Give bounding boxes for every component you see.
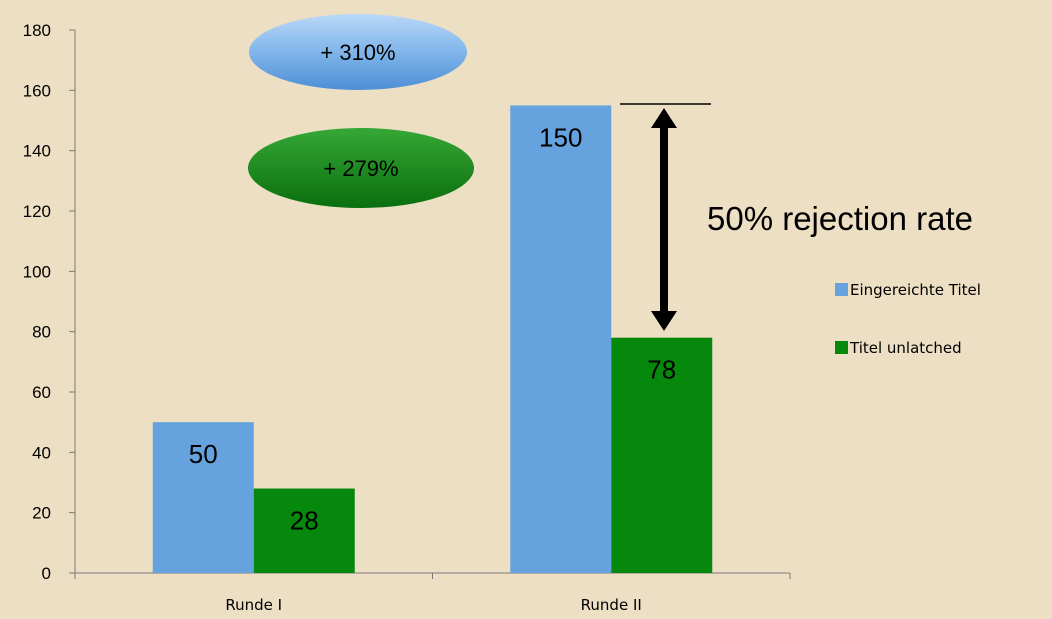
double-arrow-head-up (651, 108, 677, 128)
bar (152, 422, 254, 573)
growth-bubble-submitted (249, 14, 467, 90)
bar-value-label: 78 (647, 355, 676, 385)
x-axis: Runde I Runde II (74, 572, 791, 614)
growth-bubble-unlatched (248, 128, 474, 208)
rejection-rate-label: 50% rejection rate (707, 200, 973, 237)
y-axis: 0 20 40 60 80 100 120 140 160 180 (23, 21, 76, 583)
growth-bubbles: + 310% + 279% (248, 14, 474, 208)
x-category-label: Runde II (581, 596, 642, 614)
legend-swatch (835, 283, 848, 296)
bar (510, 105, 612, 574)
bars: 50 150 28 78 (152, 105, 713, 574)
y-tick-label: 180 (23, 21, 51, 40)
y-tick-label: 20 (32, 504, 51, 523)
y-tick-label: 160 (23, 81, 51, 100)
y-tick-label: 40 (32, 443, 51, 462)
bar-value-label: 150 (539, 122, 582, 152)
bar-value-label: 50 (189, 439, 218, 469)
growth-label-unlatched: + 279% (323, 156, 398, 181)
y-tick-label: 80 (32, 323, 51, 342)
y-tick-label: 60 (32, 383, 51, 402)
y-tick-label: 140 (23, 142, 51, 161)
y-tick-label: 0 (42, 564, 51, 583)
bar-value-label: 28 (290, 506, 319, 536)
legend-label: Titel unlatched (849, 339, 962, 357)
legend: Eingereichte Titel Titel unlatched (835, 281, 981, 357)
double-arrow-head-down (651, 311, 677, 331)
y-tick-label: 120 (23, 202, 51, 221)
legend-swatch (835, 341, 848, 354)
bar (611, 337, 713, 573)
legend-label: Eingereichte Titel (850, 281, 981, 299)
x-category-label: Runde I (225, 596, 282, 614)
growth-label-submitted: + 310% (320, 40, 395, 65)
y-tick-label: 100 (23, 262, 51, 281)
bar (253, 488, 355, 573)
rejection-annotation: 50% rejection rate (620, 103, 973, 331)
